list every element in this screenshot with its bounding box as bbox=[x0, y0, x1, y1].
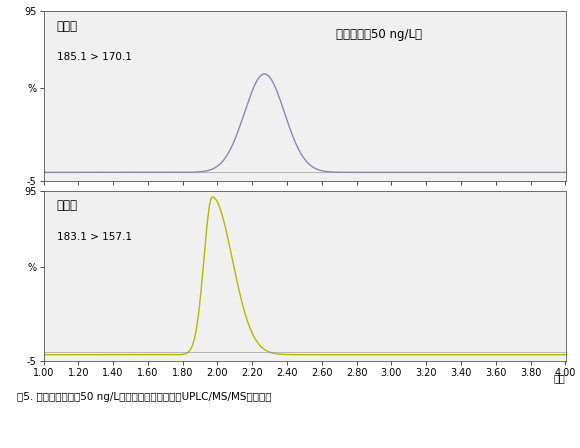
Text: 183.1 > 157.1: 183.1 > 157.1 bbox=[56, 232, 132, 242]
Text: 185.1 > 170.1: 185.1 > 170.1 bbox=[56, 52, 132, 62]
Text: 加标样品（50 ng/L）: 加标样品（50 ng/L） bbox=[336, 28, 422, 41]
Text: 时间: 时间 bbox=[554, 373, 566, 383]
Text: 百草枯: 百草枯 bbox=[56, 20, 78, 33]
Text: 敌草快: 敌草快 bbox=[56, 199, 78, 212]
Text: 图5. 自来水样品加标50 ng/L敌草快和百草枯的典型UPLC/MS/MS色谱图。: 图5. 自来水样品加标50 ng/L敌草快和百草枯的典型UPLC/MS/MS色谱… bbox=[17, 392, 272, 402]
